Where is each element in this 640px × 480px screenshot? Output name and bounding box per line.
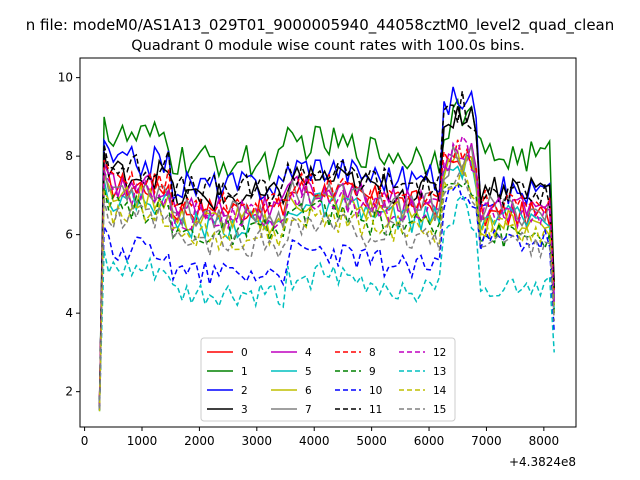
legend-label-10: 10 bbox=[369, 385, 382, 397]
x-tick-label: 2000 bbox=[184, 434, 215, 448]
y-tick-label: 4 bbox=[65, 306, 73, 320]
legend-label-12: 12 bbox=[433, 347, 446, 359]
x-tick-label: 1000 bbox=[127, 434, 158, 448]
legend-label-5: 5 bbox=[305, 366, 312, 378]
x-tick-label: 7000 bbox=[471, 434, 502, 448]
series-line-14 bbox=[98, 161, 555, 412]
x-tick-label: 4000 bbox=[299, 434, 330, 448]
x-tick-label: 8000 bbox=[529, 434, 560, 448]
legend-label-3: 3 bbox=[241, 404, 248, 416]
series-line-13 bbox=[98, 194, 555, 403]
series-line-10 bbox=[98, 181, 555, 410]
legend-label-11: 11 bbox=[369, 404, 382, 416]
legend-label-8: 8 bbox=[369, 347, 376, 359]
legend-box bbox=[200, 337, 456, 422]
legend-label-0: 0 bbox=[241, 347, 248, 359]
y-tick-label: 2 bbox=[65, 385, 73, 399]
y-tick-label: 10 bbox=[58, 71, 73, 85]
legend-label-14: 14 bbox=[433, 385, 447, 397]
x-tick-label: 0 bbox=[81, 434, 89, 448]
series-line-15 bbox=[98, 164, 555, 409]
legend-label-13: 13 bbox=[433, 366, 446, 378]
series-layer bbox=[98, 86, 555, 412]
series-line-1 bbox=[98, 97, 555, 411]
x-tick-label: 6000 bbox=[414, 434, 445, 448]
figure-suptitle: n file: modeM0/AS1A13_029T01_9000005940_… bbox=[26, 16, 615, 35]
series-line-11 bbox=[98, 90, 555, 408]
plot-frame bbox=[79, 57, 577, 428]
x-offset-label: +4.3824e8 bbox=[509, 455, 576, 469]
legend-label-15: 15 bbox=[433, 404, 446, 416]
legend-label-1: 1 bbox=[241, 366, 248, 378]
legend-label-2: 2 bbox=[241, 385, 248, 397]
chart-title: Quadrant 0 module wise count rates with … bbox=[131, 38, 525, 54]
series-line-8 bbox=[98, 139, 555, 404]
x-tick-label: 5000 bbox=[356, 434, 387, 448]
legend-label-9: 9 bbox=[369, 366, 376, 378]
series-line-12 bbox=[98, 134, 555, 405]
x-tick-label: 3000 bbox=[242, 434, 273, 448]
y-tick-label: 8 bbox=[65, 149, 73, 163]
series-line-9 bbox=[98, 179, 555, 401]
legend-label-7: 7 bbox=[305, 404, 312, 416]
y-tick-label: 6 bbox=[65, 228, 73, 242]
legend-label-4: 4 bbox=[305, 347, 312, 359]
legend-label-6: 6 bbox=[305, 385, 312, 397]
